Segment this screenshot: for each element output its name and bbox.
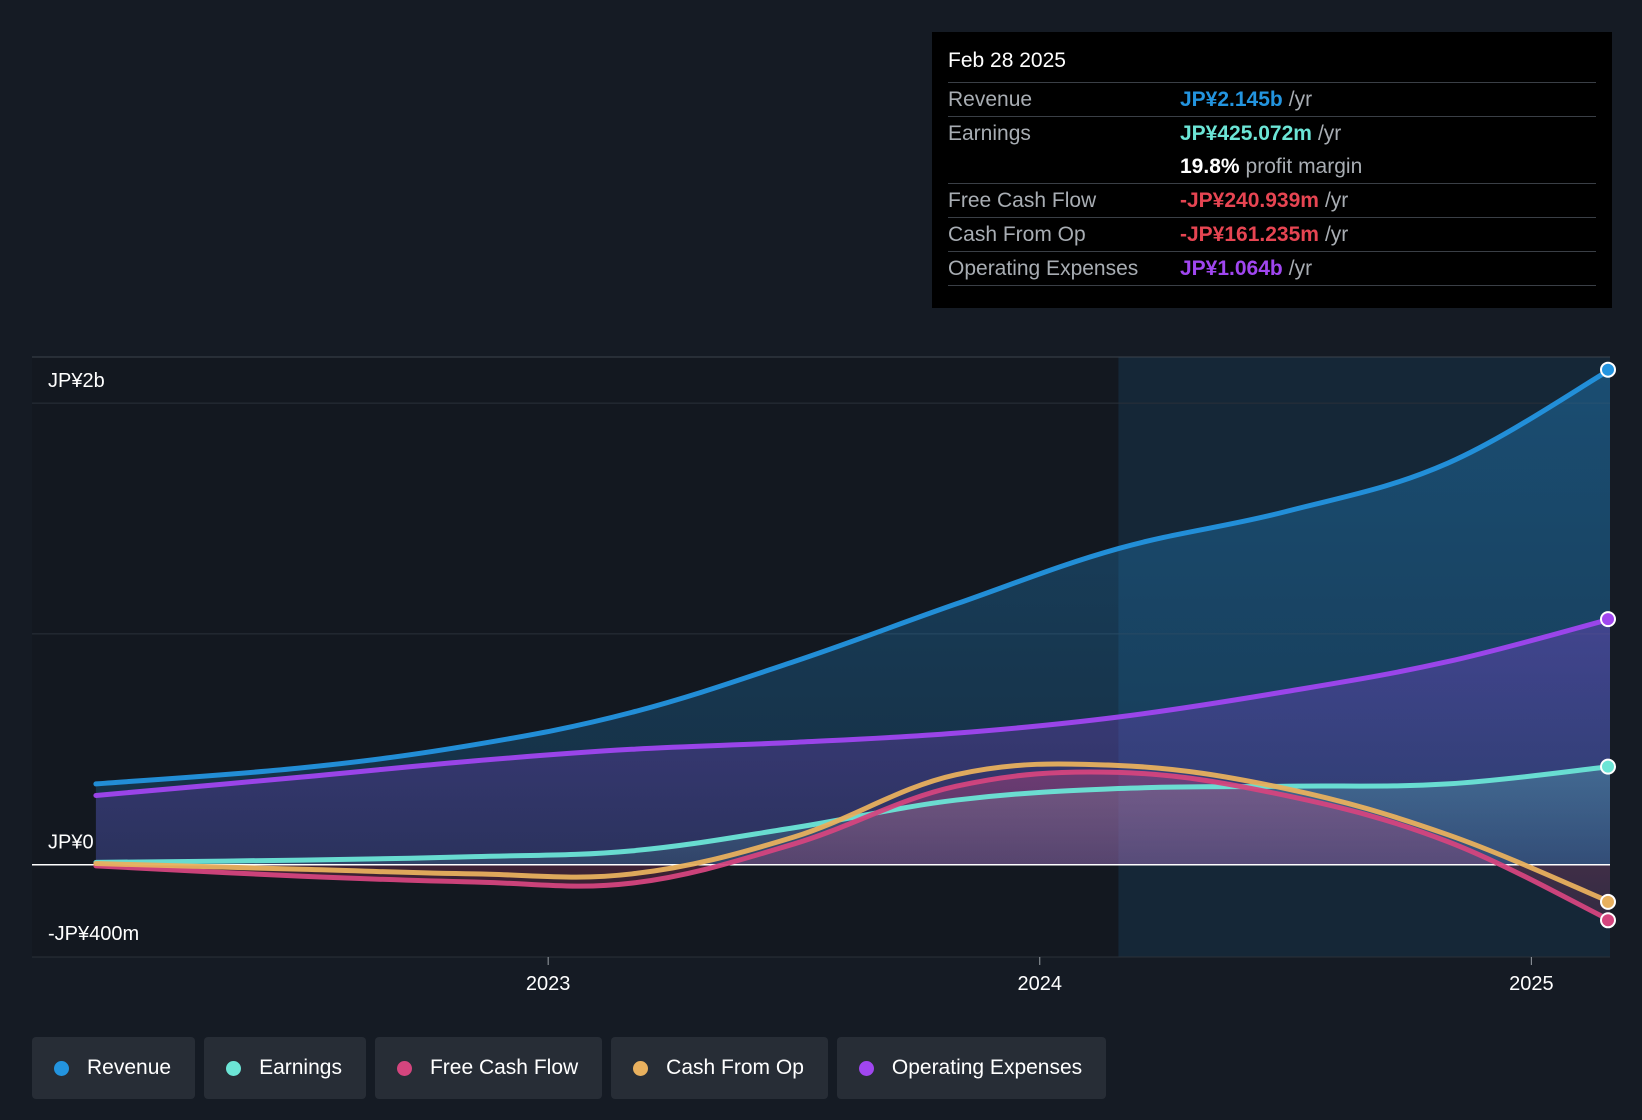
tooltip-row-free-cash-flow: Free Cash Flow -JP¥240.939m /yr <box>948 183 1596 217</box>
legend-item-revenue[interactable]: Revenue <box>32 1037 196 1099</box>
endpoint-cash-from-op <box>1600 893 1616 910</box>
tooltip-unit: /yr <box>1324 188 1349 212</box>
line-free-cash-flow <box>93 769 1613 923</box>
endpoint-free-cash-flow <box>1600 912 1616 929</box>
legend-label: Operating Expenses <box>891 1056 1083 1079</box>
tooltip-row-revenue: Revenue JP¥2.145b /yr <box>948 82 1596 116</box>
x-tick-label: 2024 <box>1018 973 1063 995</box>
legend-item-free-cash-flow[interactable]: Free Cash Flow <box>374 1037 603 1099</box>
tooltip-row-earnings: Earnings JP¥425.072m /yr <box>948 116 1596 150</box>
tooltip-unit: /yr <box>1324 222 1349 246</box>
tooltip-value: JP¥425.072m <box>1180 121 1312 145</box>
endpoint-revenue <box>1600 361 1616 378</box>
tooltip-label: Revenue <box>948 87 1033 111</box>
legend-dot-icon <box>54 1060 69 1076</box>
legend-dot-icon <box>226 1060 242 1076</box>
tooltip-label: Cash From Op <box>948 222 1086 246</box>
tooltip-unit: /yr <box>1288 87 1313 111</box>
x-tick-label: 2025 <box>1509 973 1554 995</box>
tooltip-row-cash-from-op: Cash From Op -JP¥161.235m /yr <box>948 217 1596 251</box>
line-earnings <box>93 764 1613 865</box>
legend-label: Revenue <box>87 1056 172 1079</box>
y-tick-label: JP¥2b <box>48 370 105 392</box>
legend-label: Earnings <box>259 1056 342 1079</box>
tooltip-label: Operating Expenses <box>948 256 1139 280</box>
tooltip-unit: /yr <box>1317 121 1342 145</box>
y-tick-label: -JP¥400m <box>48 923 139 945</box>
x-tick-label: 2023 <box>526 973 571 995</box>
y-tick-label: JP¥0 <box>48 832 94 854</box>
legend-item-cash-from-op[interactable]: Cash From Op <box>611 1037 828 1099</box>
legend: Revenue Earnings Free Cash Flow Cash Fro… <box>32 1037 1107 1101</box>
legend-item-operating-expenses[interactable]: Operating Expenses <box>836 1037 1107 1099</box>
endpoint-operating-expenses <box>1600 611 1616 628</box>
legend-dot-icon <box>633 1060 649 1076</box>
tooltip-value: -JP¥161.235m <box>1180 222 1319 246</box>
tooltip-unit: /yr <box>1288 256 1313 280</box>
legend-dot-icon <box>396 1060 412 1076</box>
tooltip-unit: profit margin <box>1245 154 1363 178</box>
legend-item-earnings[interactable]: Earnings <box>204 1037 366 1099</box>
series-endpoints <box>1600 361 1616 929</box>
x-axis-labels: 2023 2024 2025 <box>526 957 1554 995</box>
tooltip-panel: Feb 28 2025 Revenue JP¥2.145b /yr Earnin… <box>932 32 1612 308</box>
tooltip-label: Free Cash Flow <box>948 188 1097 212</box>
tooltip-value: 19.8% <box>1180 154 1240 178</box>
line-operating-expenses <box>93 616 1613 798</box>
tooltip-label: Earnings <box>948 121 1031 145</box>
tooltip-row-operating-expenses: Operating Expenses JP¥1.064b /yr <box>948 251 1596 286</box>
legend-dot-icon <box>858 1060 874 1076</box>
legend-label: Free Cash Flow <box>429 1056 579 1079</box>
legend-label: Cash From Op <box>666 1056 804 1079</box>
tooltip-value: JP¥2.145b <box>1180 87 1283 111</box>
series-lines <box>93 367 1613 923</box>
tooltip-value: -JP¥240.939m <box>1180 188 1319 212</box>
y-axis-labels: JP¥2b JP¥0 -JP¥400m <box>48 370 139 945</box>
tooltip-value: JP¥1.064b <box>1180 256 1283 280</box>
line-cash-from-op <box>93 761 1613 905</box>
tooltip-row-profit-margin: 19.8% profit margin <box>948 150 1596 183</box>
area-free-cash-flow <box>95 771 1611 921</box>
line-revenue <box>93 367 1613 787</box>
tooltip-date: Feb 28 2025 <box>948 49 1066 72</box>
endpoint-earnings <box>1600 758 1616 775</box>
